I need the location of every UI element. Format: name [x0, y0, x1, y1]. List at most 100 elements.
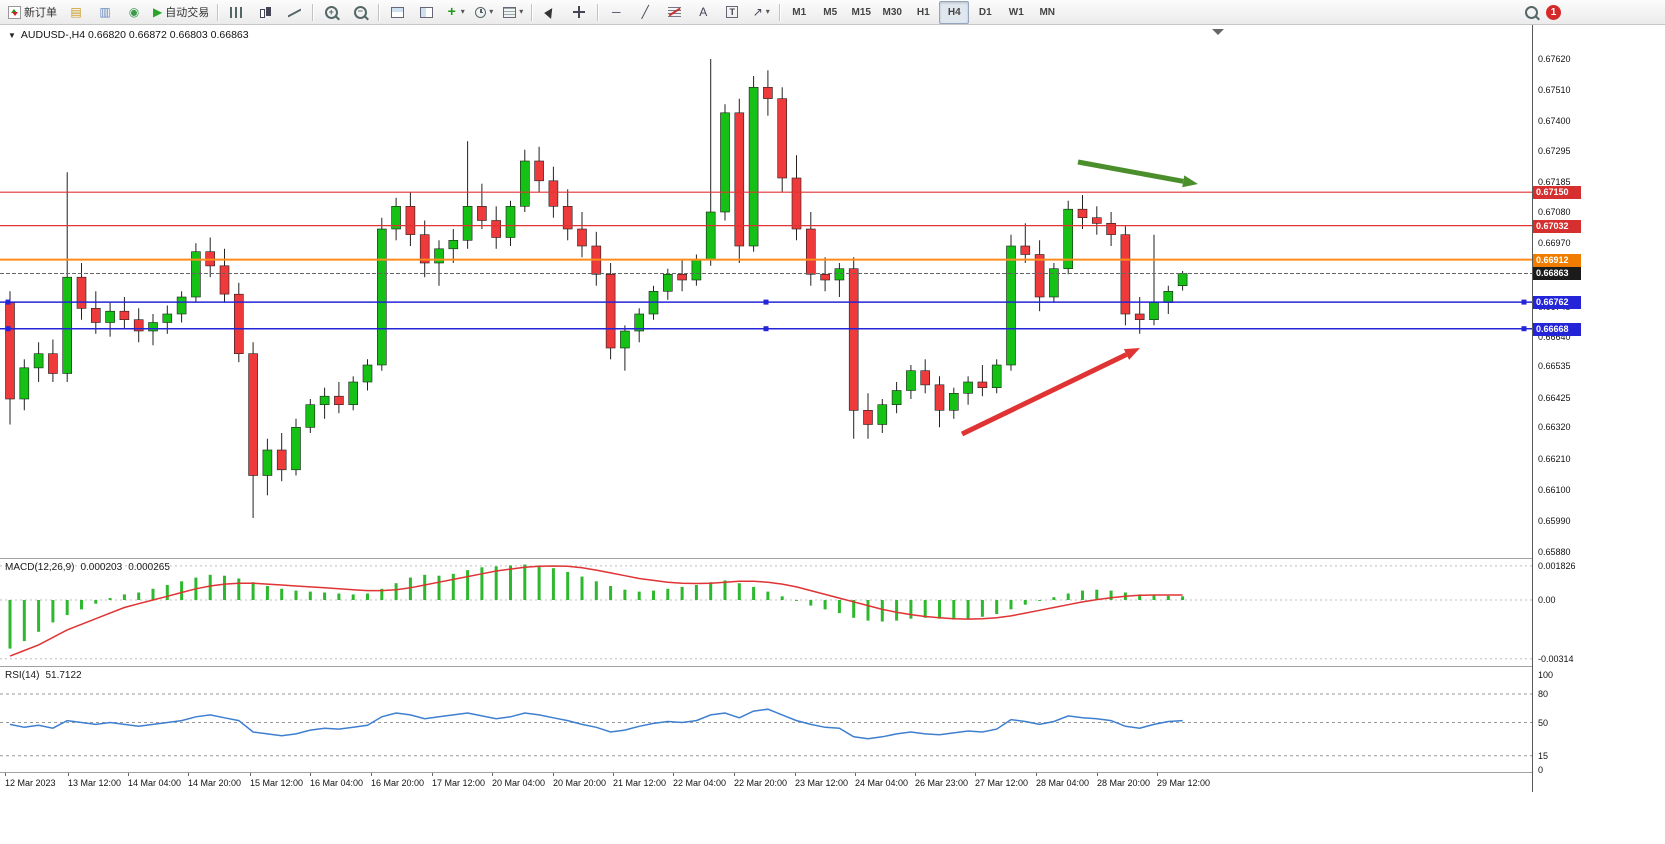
time-tick: [432, 773, 433, 776]
time-axis[interactable]: 12 Mar 2023 13 Mar 12:00 14 Mar 04:00 14 Ma…: [0, 773, 1532, 792]
time-tick: [492, 773, 493, 776]
notifications-badge[interactable]: 1: [1546, 4, 1561, 20]
indicators-button[interactable]: ▾: [441, 1, 469, 24]
cursor-icon: [543, 5, 557, 19]
text-icon: A: [699, 4, 708, 19]
rsi-axis-tick: 15: [1538, 751, 1549, 761]
timeframe-mn-label: MN: [1039, 6, 1056, 18]
label-button[interactable]: [718, 1, 746, 24]
timeframe-h4[interactable]: H4: [939, 0, 970, 24]
indicators-icon: [446, 6, 458, 18]
dropdown-caret-icon[interactable]: ▾: [519, 7, 524, 16]
macd-title: MACD(12,26,9): [5, 562, 75, 573]
resistance-line-2-price-tag: 0.67032: [1533, 220, 1581, 233]
text-button[interactable]: A: [689, 1, 717, 24]
cursor-button[interactable]: [536, 1, 564, 24]
periods-icon: [475, 6, 487, 18]
timeframe-m5-label: M5: [823, 6, 838, 18]
templates-button[interactable]: ▾: [499, 1, 527, 24]
new-chart-button[interactable]: ▤: [62, 1, 90, 24]
rsi-pane-canvas[interactable]: [0, 667, 1532, 772]
community-button[interactable]: ◉: [120, 1, 148, 24]
tile-windows-icon: [390, 6, 404, 18]
label-icon: [726, 6, 739, 18]
time-tick: [1157, 773, 1158, 776]
timeframe-mn[interactable]: MN: [1032, 1, 1062, 24]
price-tick: 0.66210: [1538, 454, 1571, 464]
pane-separator[interactable]: [0, 772, 1665, 773]
time-tick: [915, 773, 916, 776]
macd-axis-tick: -0.00314: [1538, 654, 1574, 664]
periods-button[interactable]: ▾: [470, 1, 498, 24]
timeframe-m15[interactable]: M15: [846, 1, 876, 24]
pane-separator[interactable]: [0, 558, 1665, 559]
time-label: 26 Mar 23:00: [915, 778, 969, 788]
arrows-icon: ↗: [752, 4, 763, 19]
trendline-button[interactable]: ╱: [631, 1, 659, 24]
timeframe-m5[interactable]: M5: [815, 1, 845, 24]
price-tick: 0.67510: [1538, 85, 1571, 95]
candlestick-chart-button[interactable]: [251, 1, 279, 24]
time-label: 22 Mar 04:00: [673, 778, 727, 788]
timeframe-d1[interactable]: D1: [970, 1, 1000, 24]
timeframe-h1-label: H1: [916, 6, 930, 18]
tile-windows-button[interactable]: [383, 1, 411, 24]
main-chart-canvas[interactable]: [0, 25, 1532, 558]
crosshair-icon: [573, 6, 586, 18]
time-label: 20 Mar 20:00: [553, 778, 607, 788]
time-tick: [553, 773, 554, 776]
trendline-icon: ╱: [641, 4, 649, 19]
crosshair-button[interactable]: [565, 1, 593, 24]
time-tick: [613, 773, 614, 776]
time-tick: [128, 773, 129, 776]
timeframe-m1[interactable]: M1: [784, 1, 814, 24]
macd-pane-canvas[interactable]: [0, 559, 1532, 666]
line-chart-button[interactable]: [280, 1, 308, 24]
timeframe-m30-label: M30: [882, 6, 902, 18]
pane-separator[interactable]: [0, 666, 1665, 667]
bid-line-price-tag: 0.66863: [1533, 267, 1581, 280]
templates-icon: [503, 6, 517, 18]
time-tick: [855, 773, 856, 776]
toolbar-separator: [779, 3, 781, 21]
horizontal-line-button[interactable]: ─: [602, 1, 630, 24]
rsi-title: RSI(14): [5, 670, 40, 681]
ohlc-text: AUDUSD-,H4 0.66820 0.66872 0.66803 0.668…: [20, 29, 249, 41]
price-tick: 0.65880: [1538, 547, 1571, 557]
price-tick: 0.65990: [1538, 516, 1571, 526]
dropdown-caret-icon[interactable]: ▾: [460, 7, 465, 16]
new-order-button[interactable]: 新订单: [4, 1, 61, 24]
time-tick: [5, 773, 6, 776]
rsi-axis-tick: 50: [1538, 718, 1549, 728]
cascade-windows-button[interactable]: [412, 1, 440, 24]
price-tick: 0.66535: [1538, 361, 1571, 371]
rsi-axis-tick: 100: [1538, 670, 1554, 680]
time-tick: [673, 773, 674, 776]
bar-chart-icon: [230, 6, 243, 18]
time-label: 29 Mar 12:00: [1157, 778, 1211, 788]
search-button[interactable]: [1517, 1, 1545, 24]
timeframe-w1[interactable]: W1: [1001, 1, 1031, 24]
time-label: 27 Mar 12:00: [975, 778, 1029, 788]
zoom-out-button[interactable]: [346, 1, 374, 24]
profiles-button[interactable]: ▥: [91, 1, 119, 24]
rsi-axis-tick: 80: [1538, 689, 1549, 699]
chart-window[interactable]: 12 Mar 2023 13 Mar 12:00 14 Mar 04:00 14 Ma…: [0, 25, 1665, 792]
price-tick: 0.66425: [1538, 393, 1571, 403]
timeframe-h4-label: H4: [947, 6, 961, 18]
timeframe-h1[interactable]: H1: [908, 1, 938, 24]
toolbar-separator: [378, 3, 380, 21]
symbol-dropdown-marker[interactable]: ▼: [8, 30, 16, 40]
dropdown-caret-icon[interactable]: ▾: [489, 7, 494, 16]
price-tick: 0.66970: [1538, 238, 1571, 248]
new-order-icon: [8, 5, 21, 19]
autotrading-button[interactable]: ▶ 自动交易: [149, 1, 213, 24]
bar-chart-button[interactable]: [222, 1, 250, 24]
fibonacci-button[interactable]: [660, 1, 688, 24]
price-scale[interactable]: 0.67620 0.67510 0.67400 0.67295 0.67185 0.670…: [1532, 25, 1665, 792]
zoom-in-button[interactable]: [317, 1, 345, 24]
timeframe-m30[interactable]: M30: [877, 1, 907, 24]
arrows-button[interactable]: ↗ ▾: [747, 1, 775, 24]
community-icon: ◉: [128, 4, 140, 19]
dropdown-caret-icon[interactable]: ▾: [765, 7, 770, 16]
